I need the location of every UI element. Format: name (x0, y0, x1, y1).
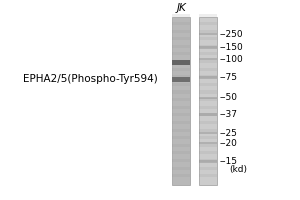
Bar (172, 83, 190, 86)
Text: --250: --250 (220, 30, 244, 39)
Bar (172, 167, 190, 170)
Text: --50: --50 (220, 93, 238, 102)
Bar (199, 160, 217, 163)
Bar (172, 98, 190, 101)
Bar (199, 22, 217, 25)
Bar (199, 83, 217, 86)
Text: JK: JK (176, 3, 186, 13)
Bar (172, 121, 190, 124)
Bar (199, 52, 217, 55)
Bar (172, 60, 190, 65)
Bar (172, 45, 190, 48)
Bar (199, 144, 217, 147)
Bar (199, 45, 217, 48)
Bar (199, 132, 217, 134)
Bar (199, 46, 217, 49)
Bar (172, 90, 190, 94)
Bar (199, 129, 217, 132)
Bar (199, 30, 217, 33)
Bar (199, 37, 217, 40)
Bar (199, 106, 217, 109)
Bar (199, 167, 217, 170)
Bar (172, 159, 190, 162)
Bar (199, 142, 217, 144)
Bar (199, 33, 217, 35)
Bar (172, 151, 190, 154)
Bar (172, 30, 190, 33)
Bar (172, 129, 190, 132)
Text: EPHA2/5(Phospho-Tyr594): EPHA2/5(Phospho-Tyr594) (23, 74, 158, 84)
Bar (172, 17, 190, 185)
Text: --25: --25 (220, 129, 238, 138)
Bar (172, 60, 190, 63)
Text: --20: --20 (220, 139, 238, 148)
Bar (199, 159, 217, 162)
Bar (172, 136, 190, 139)
Bar (199, 76, 217, 79)
Bar (199, 97, 217, 99)
Bar (199, 68, 217, 71)
Text: --15: --15 (220, 157, 238, 166)
Bar (199, 113, 217, 116)
Bar (172, 22, 190, 25)
Bar (172, 174, 190, 177)
Bar (199, 17, 217, 185)
Bar (199, 58, 217, 60)
Bar (199, 113, 217, 116)
Text: --150: --150 (220, 43, 244, 52)
Bar (172, 106, 190, 109)
Bar (199, 60, 217, 63)
Bar (199, 90, 217, 94)
Bar (199, 98, 217, 101)
Bar (172, 113, 190, 116)
Bar (172, 77, 190, 82)
Bar (199, 121, 217, 124)
Bar (199, 174, 217, 177)
Bar (199, 75, 217, 78)
Bar (172, 14, 190, 17)
Bar (199, 136, 217, 139)
Bar (172, 37, 190, 40)
Text: --75: --75 (220, 73, 238, 82)
Bar (172, 52, 190, 55)
Text: --100: --100 (220, 55, 244, 64)
Bar (199, 14, 217, 17)
Text: (kd): (kd) (229, 165, 247, 174)
Bar (172, 144, 190, 147)
Bar (199, 151, 217, 154)
Bar (172, 68, 190, 71)
Bar (172, 75, 190, 78)
Text: --37: --37 (220, 110, 238, 119)
